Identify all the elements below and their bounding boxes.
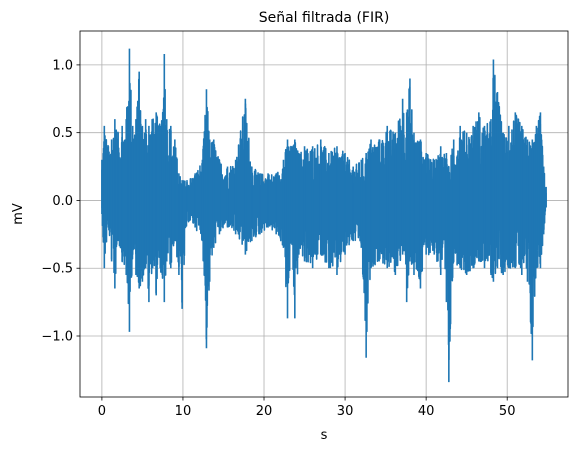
x-tick-label: 0 — [98, 404, 106, 419]
y-tick-label: 0.0 — [52, 194, 73, 209]
x-tick-label: 40 — [418, 404, 435, 419]
chart-title: Señal filtrada (FIR) — [259, 10, 390, 26]
x-axis-label: s — [321, 428, 328, 443]
x-axis: 0 10 20 30 40 50 — [98, 397, 516, 419]
y-tick-label: 0.5 — [52, 126, 73, 141]
x-tick-label: 50 — [499, 404, 516, 419]
y-axis-label: mV — [11, 203, 26, 225]
plot-frame — [79, 30, 569, 398]
signal-line — [101, 74, 547, 361]
x-tick-label: 10 — [175, 404, 192, 419]
x-tick-label: 30 — [337, 404, 354, 419]
y-tick-label: −1.0 — [41, 330, 73, 345]
x-tick-label: 20 — [256, 404, 273, 419]
y-tick-label: 1.0 — [52, 58, 73, 73]
y-axis: −1.0 −0.5 0.0 0.5 1.0 — [41, 58, 80, 345]
y-tick-label: −0.5 — [41, 262, 73, 277]
signal-series — [101, 48, 547, 383]
